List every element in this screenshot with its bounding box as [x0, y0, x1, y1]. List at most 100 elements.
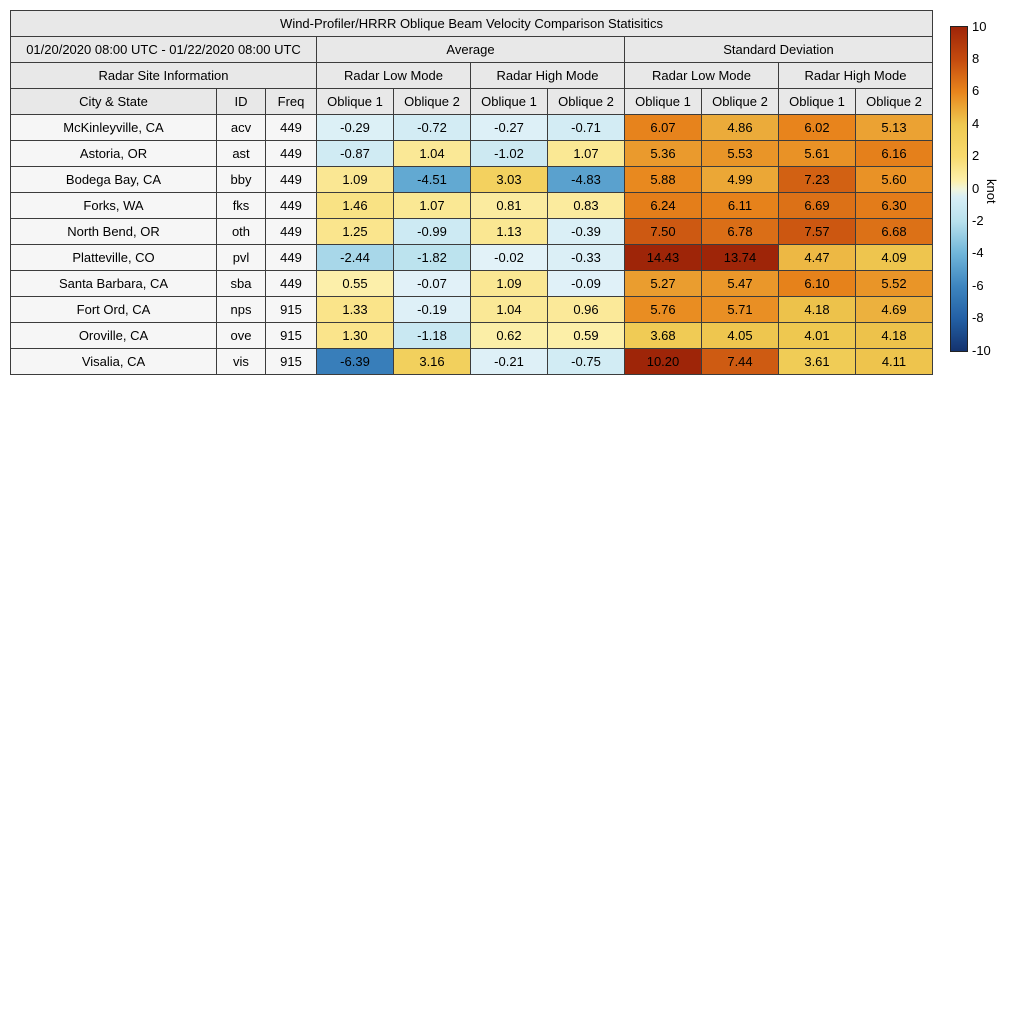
- colorbar: [950, 26, 968, 352]
- table-row: Astoria, OR ast 449 -0.87 1.04 -1.02 1.07 5.36 5…: [10, 140, 933, 167]
- value-cell: 0.81: [470, 192, 548, 219]
- value-cell: 0.96: [547, 296, 625, 323]
- value-cell: 7.57: [778, 218, 856, 245]
- colorbar-tick: 6: [972, 83, 980, 99]
- table-title: Wind-Profiler/HRRR Oblique Beam Velocity…: [10, 10, 933, 37]
- date-range: 01/20/2020 08:00 UTC - 01/22/2020 08:00 …: [10, 36, 317, 63]
- value-cell: 6.69: [778, 192, 856, 219]
- table-row: North Bend, OR oth 449 1.25 -0.99 1.13 -0.39 7.…: [10, 218, 933, 245]
- value-cell: -2.44: [316, 244, 394, 271]
- value-cell: 4.11: [855, 348, 933, 375]
- oblique-header: Oblique 2: [855, 88, 933, 115]
- oblique-header: Oblique 2: [547, 88, 625, 115]
- value-cell: -4.51: [393, 166, 471, 193]
- table-row: Visalia, CA vis 915 -6.39 3.16 -0.21 -0.75 10.2…: [10, 348, 933, 375]
- colorbar-tick: -4: [972, 245, 984, 261]
- value-cell: 5.52: [855, 270, 933, 297]
- id-cell: oth: [216, 218, 266, 245]
- value-cell: 5.88: [624, 166, 702, 193]
- value-cell: -0.27: [470, 114, 548, 141]
- value-cell: 4.47: [778, 244, 856, 271]
- value-cell: 1.33: [316, 296, 394, 323]
- value-cell: -0.21: [470, 348, 548, 375]
- id-header: ID: [216, 88, 266, 115]
- mode-header: Radar Low Mode: [624, 62, 779, 89]
- freq-cell: 915: [265, 296, 317, 323]
- value-cell: 5.13: [855, 114, 933, 141]
- value-cell: 0.59: [547, 322, 625, 349]
- oblique-header: Oblique 1: [316, 88, 394, 115]
- id-cell: sba: [216, 270, 266, 297]
- value-cell: -0.99: [393, 218, 471, 245]
- oblique-header: Oblique 2: [393, 88, 471, 115]
- freq-cell: 449: [265, 114, 317, 141]
- value-cell: 5.71: [701, 296, 779, 323]
- value-cell: 4.18: [778, 296, 856, 323]
- value-cell: -0.71: [547, 114, 625, 141]
- value-cell: -0.02: [470, 244, 548, 271]
- value-cell: 14.43: [624, 244, 702, 271]
- id-cell: pvl: [216, 244, 266, 271]
- colorbar-tick: -8: [972, 310, 984, 326]
- city-cell: Astoria, OR: [10, 140, 217, 167]
- oblique-header: Oblique 2: [701, 88, 779, 115]
- value-cell: -0.09: [547, 270, 625, 297]
- value-cell: 5.76: [624, 296, 702, 323]
- value-cell: 6.11: [701, 192, 779, 219]
- oblique-header: Oblique 1: [778, 88, 856, 115]
- colorbar-tick: 4: [972, 115, 980, 131]
- city-cell: Visalia, CA: [10, 348, 217, 375]
- id-cell: ast: [216, 140, 266, 167]
- mode-header: Radar High Mode: [470, 62, 625, 89]
- freq-cell: 915: [265, 348, 317, 375]
- table-row: Bodega Bay, CA bby 449 1.09 -4.51 3.03 -4.83 5.…: [10, 166, 933, 193]
- value-cell: 1.09: [470, 270, 548, 297]
- value-cell: -0.19: [393, 296, 471, 323]
- table-row: McKinleyville, CA acv 449 -0.29 -0.72 -0.27 -0…: [10, 114, 933, 141]
- value-cell: 7.44: [701, 348, 779, 375]
- freq-cell: 449: [265, 244, 317, 271]
- id-cell: fks: [216, 192, 266, 219]
- value-cell: 5.36: [624, 140, 702, 167]
- freq-cell: 449: [265, 166, 317, 193]
- city-cell: Oroville, CA: [10, 322, 217, 349]
- value-cell: 4.01: [778, 322, 856, 349]
- value-cell: 4.69: [855, 296, 933, 323]
- value-cell: 1.09: [316, 166, 394, 193]
- value-cell: 5.60: [855, 166, 933, 193]
- value-cell: 0.83: [547, 192, 625, 219]
- value-cell: -0.75: [547, 348, 625, 375]
- value-cell: -0.87: [316, 140, 394, 167]
- freq-cell: 449: [265, 218, 317, 245]
- oblique-header: Oblique 1: [470, 88, 548, 115]
- freq-header: Freq: [265, 88, 317, 115]
- value-cell: 0.62: [470, 322, 548, 349]
- value-cell: 6.30: [855, 192, 933, 219]
- value-cell: 4.09: [855, 244, 933, 271]
- value-cell: 5.61: [778, 140, 856, 167]
- city-state-header: City & State: [10, 88, 217, 115]
- colorbar-tick: -10: [972, 342, 991, 358]
- id-cell: ove: [216, 322, 266, 349]
- colorbar-tick: -2: [972, 212, 984, 228]
- value-cell: 0.55: [316, 270, 394, 297]
- value-cell: 6.10: [778, 270, 856, 297]
- colorbar-tick: 10: [972, 18, 987, 34]
- colorbar-tick: 8: [972, 50, 980, 66]
- value-cell: -0.39: [547, 218, 625, 245]
- table-row: Fort Ord, CA nps 915 1.33 -0.19 1.04 0.96 5.76 5…: [10, 296, 933, 323]
- value-cell: 1.04: [393, 140, 471, 167]
- value-cell: -1.18: [393, 322, 471, 349]
- value-cell: 7.23: [778, 166, 856, 193]
- value-cell: 6.16: [855, 140, 933, 167]
- value-cell: 1.13: [470, 218, 548, 245]
- value-cell: 1.07: [547, 140, 625, 167]
- colorbar-unit-label: knot: [984, 179, 999, 204]
- value-cell: 10.20: [624, 348, 702, 375]
- value-cell: 6.07: [624, 114, 702, 141]
- freq-cell: 449: [265, 192, 317, 219]
- value-cell: 5.47: [701, 270, 779, 297]
- value-cell: 1.25: [316, 218, 394, 245]
- value-cell: 1.07: [393, 192, 471, 219]
